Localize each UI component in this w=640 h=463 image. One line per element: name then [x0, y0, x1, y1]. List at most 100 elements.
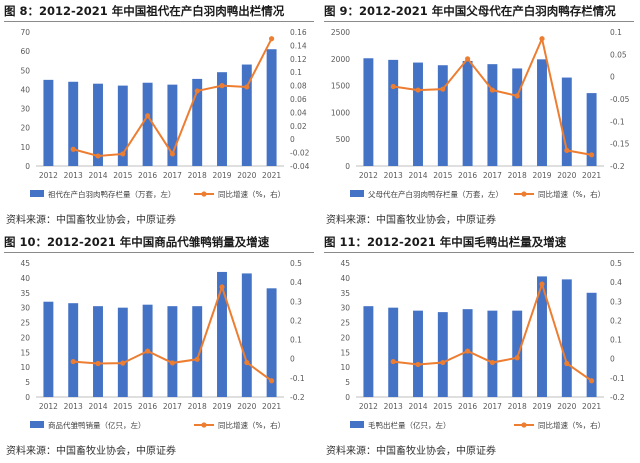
growth-point: [489, 87, 495, 93]
bar: [241, 273, 252, 397]
bar: [388, 307, 399, 397]
y-left-tick-label: 40: [20, 274, 30, 283]
growth-point: [269, 378, 275, 384]
bar: [167, 306, 178, 397]
growth-point: [390, 358, 396, 365]
y-right-tick-label: -0.04: [290, 162, 310, 171]
y-left-tick-label: 2000: [331, 55, 350, 64]
y-left-tick-label: 20: [20, 333, 30, 342]
chart-panel-fig10: 图 10：2012-2021 年中国商品代雏鸭销量及增速 0 5 10 15 20 25 3…: [0, 231, 320, 462]
y-right-tick-label: 0.2: [610, 316, 622, 325]
y-right-tick-label: 0: [610, 73, 615, 82]
x-tick-label: 2020: [237, 402, 256, 411]
bar: [167, 84, 178, 166]
y-right-tick-label: 0.06: [290, 95, 307, 104]
y-right-tick-label: 0.14: [290, 41, 307, 50]
y-right-tick-label: -0.2: [610, 393, 625, 402]
y-left-tick-label: 15: [20, 348, 30, 357]
legend-bar-swatch: [350, 421, 364, 428]
y-right-tick-label: -0.1: [290, 374, 305, 383]
x-tick-label: 2014: [408, 171, 427, 180]
x-tick-label: 2017: [483, 171, 502, 180]
y-right-tick-label: 0.1: [290, 336, 302, 345]
growth-point: [514, 93, 520, 99]
growth-point: [219, 284, 225, 290]
growth-point: [465, 348, 471, 354]
growth-point: [219, 83, 225, 89]
y-left-tick-label: 70: [20, 28, 30, 37]
legend-line-label: 同比增速（%，右）: [218, 420, 285, 430]
bar: [437, 312, 448, 397]
x-tick-label: 2019: [532, 402, 551, 411]
growth-point: [440, 86, 446, 92]
y-right-tick-label: 0.02: [290, 122, 307, 131]
bar: [487, 64, 498, 166]
y-right-tick-label: 0.1: [610, 28, 622, 37]
y-right-tick-label: 0.3: [610, 297, 622, 306]
bar: [437, 65, 448, 166]
x-tick-label: 2013: [64, 402, 83, 411]
x-tick-label: 2017: [483, 402, 502, 411]
y-right-tick-label: 0.5: [610, 259, 622, 268]
y-right-tick-label: -0.05: [610, 95, 630, 104]
growth-point: [70, 146, 76, 152]
bar: [363, 306, 374, 397]
legend-bar-label: 毛鸭出栏量（亿只，左）: [368, 420, 451, 430]
growth-point: [244, 359, 250, 366]
bar: [93, 83, 103, 166]
x-tick-label: 2015: [113, 171, 132, 180]
x-tick-label: 2018: [508, 171, 527, 180]
x-tick-label: 2014: [408, 402, 427, 411]
title-divider: [324, 21, 634, 22]
x-tick-label: 2016: [458, 402, 477, 411]
source-note: 资料来源：中国畜牧业协会，中原证券: [326, 215, 496, 226]
growth-point: [244, 84, 250, 90]
y-right-tick-label: -0.2: [610, 162, 625, 171]
bar: [117, 85, 128, 166]
x-tick-label: 2016: [138, 402, 157, 411]
growth-point: [465, 56, 471, 62]
y-right-tick-label: -0.2: [290, 393, 305, 402]
growth-point: [194, 88, 200, 94]
chart-plot: 0 5 10 15 20 25 30 35 40 45 -0.2 -0.1 0 0.1 0.2 0.3 0.4 0…: [340, 259, 625, 430]
x-tick-label: 2017: [163, 171, 182, 180]
bar: [561, 279, 572, 397]
source-note: 资料来源：中国畜牧业协会，中原证券: [326, 446, 496, 457]
legend-bar-label: 父母代在产白羽肉鸭存栏量（万套，左）: [368, 189, 503, 199]
chart-panel-fig8: 图 8：2012-2021 年中国祖代在产白羽肉鸭出栏情况 0 10 20 30 40 5…: [0, 0, 320, 231]
y-left-tick-label: 40: [20, 85, 30, 94]
growth-point: [70, 358, 76, 365]
x-tick-label: 2012: [359, 171, 378, 180]
growth-point: [539, 36, 545, 42]
growth-point: [589, 378, 595, 384]
x-tick-label: 2015: [113, 402, 132, 411]
legend-line-label: 同比增速（%，右）: [538, 420, 605, 430]
bar: [142, 82, 153, 166]
x-tick-label: 2018: [508, 402, 527, 411]
bar: [413, 62, 423, 166]
growth-point: [169, 360, 175, 366]
y-left-tick-label: 0: [345, 162, 350, 171]
y-left-tick-label: 50: [20, 66, 30, 75]
y-left-tick-label: 0: [345, 393, 350, 402]
y-left-tick-label: 25: [20, 319, 30, 328]
bar: [68, 81, 79, 166]
y-left-tick-label: 20: [340, 333, 350, 342]
growth-point: [194, 356, 200, 362]
y-left-tick-label: 500: [336, 135, 351, 144]
y-left-tick-label: 1500: [331, 82, 350, 91]
y-right-tick-label: 0: [290, 355, 295, 364]
x-tick-label: 2016: [138, 171, 157, 180]
y-left-tick-label: 35: [340, 289, 350, 298]
legend-bar-label: 祖代在产白羽肉鸭存栏量（万套，左）: [48, 189, 176, 199]
bar: [192, 78, 203, 166]
y-right-tick-label: 0.4: [290, 278, 302, 287]
y-right-tick-label: 0.08: [290, 82, 307, 91]
y-left-tick-label: 30: [20, 105, 30, 114]
legend-line-marker: [201, 422, 207, 428]
y-right-tick-label: 0: [290, 135, 295, 144]
growth-point: [95, 153, 101, 159]
growth-point: [489, 359, 495, 366]
legend-bar-swatch: [350, 190, 364, 197]
y-right-tick-label: 0.2: [290, 316, 302, 325]
